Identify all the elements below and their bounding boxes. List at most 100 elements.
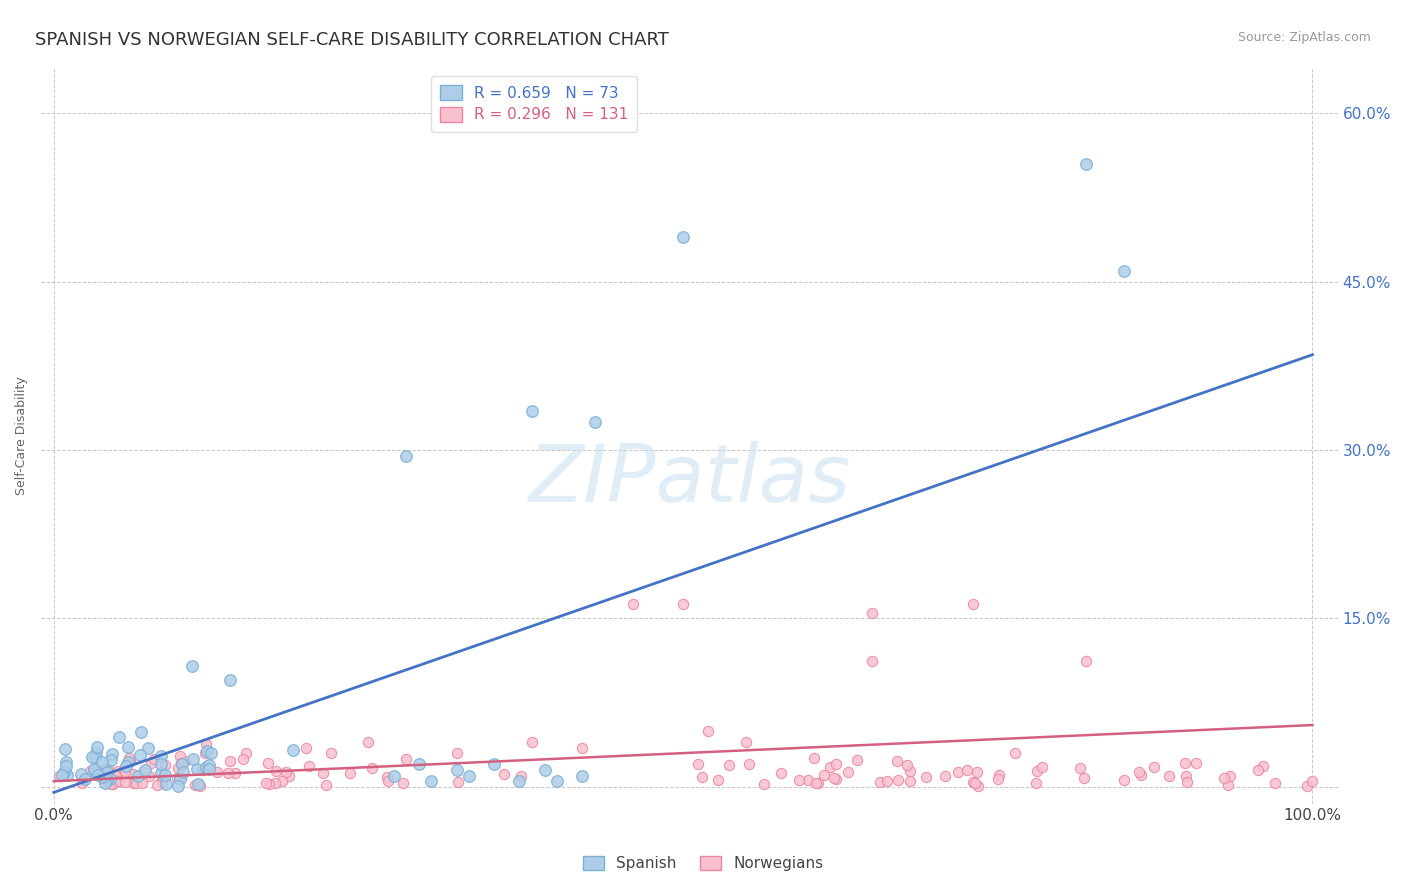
Point [86,740,108,755]
Point [108,731,131,745]
Point [1073,771,1095,785]
Point [1112,772,1135,787]
Point [200,747,222,761]
Legend: R = 0.659   N = 73, R = 0.296   N = 131: R = 0.659 N = 73, R = 0.296 N = 131 [432,76,637,132]
Point [1025,764,1047,778]
Point [96,773,118,788]
Point [84,746,107,760]
Point [219,754,242,768]
Point [217,766,239,780]
Point [672,230,695,244]
Point [934,769,956,783]
Point [533,763,555,777]
Point [1219,769,1241,783]
Point [962,775,984,789]
Point [224,765,246,780]
Point [420,774,443,789]
Point [718,758,741,772]
Point [97,762,120,776]
Point [1216,778,1239,792]
Point [114,765,136,780]
Point [395,449,418,463]
Point [447,774,470,789]
Point [90,755,112,769]
Point [1174,769,1197,783]
Point [357,735,380,749]
Point [825,756,848,771]
Point [172,764,194,779]
Point [150,776,173,790]
Point [90,770,112,784]
Point [987,772,1010,786]
Point [375,771,398,785]
Point [101,747,124,762]
Point [277,769,299,783]
Point [319,746,342,760]
Point [127,769,149,783]
Point [184,778,207,792]
Point [181,751,204,765]
Point [83,762,105,776]
Text: Source: ZipAtlas.com: Source: ZipAtlas.com [1237,31,1371,45]
Point [87,768,110,782]
Point [621,597,644,611]
Point [1247,763,1270,777]
Point [754,777,776,791]
Point [1184,756,1206,770]
Point [117,755,139,769]
Point [860,606,883,620]
Point [692,770,714,784]
Point [55,759,77,773]
Point [312,765,335,780]
Point [571,768,593,782]
Point [966,764,988,779]
Point [1025,776,1047,790]
Point [707,772,730,787]
Point [281,743,304,757]
Point [361,761,384,775]
Point [205,764,228,779]
Point [134,764,156,778]
Point [198,762,221,776]
Point [484,757,506,772]
Point [122,776,145,790]
Point [114,775,136,789]
Point [53,764,76,779]
Point [115,759,138,773]
Point [886,754,908,768]
Point [131,776,153,790]
Point [1074,654,1097,668]
Point [264,764,287,779]
Point [181,658,204,673]
Point [446,763,468,777]
Point [117,739,139,754]
Point [73,772,96,786]
Point [813,768,835,782]
Point [392,776,415,790]
Point [194,746,217,760]
Point [83,749,105,764]
Point [132,764,155,779]
Point [807,776,830,790]
Point [128,748,150,763]
Point [191,763,214,777]
Point [219,673,242,688]
Point [194,760,217,774]
Point [155,777,177,791]
Point [166,771,188,785]
Point [103,777,125,791]
Point [967,780,990,794]
Point [53,742,76,756]
Point [846,753,869,767]
Point [170,771,193,785]
Point [129,724,152,739]
Point [276,765,298,780]
Point [93,763,115,777]
Point [170,757,193,772]
Point [1253,759,1275,773]
Point [96,765,118,780]
Point [79,764,101,778]
Point [1031,760,1053,774]
Point [235,747,257,761]
Point [51,768,73,782]
